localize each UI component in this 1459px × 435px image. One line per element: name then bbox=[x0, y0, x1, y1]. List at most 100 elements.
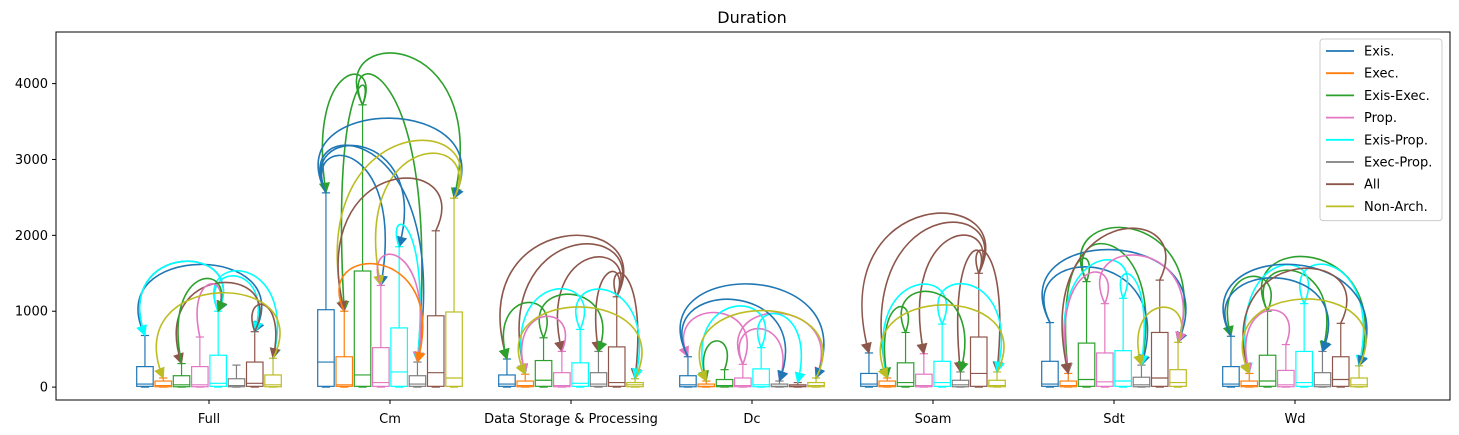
legend-label: Exis-Prop. bbox=[1364, 133, 1428, 148]
legend-label: Exis-Exec. bbox=[1364, 89, 1430, 104]
box-body bbox=[1150, 331, 1169, 387]
transition-arc bbox=[1043, 266, 1150, 367]
transition-arc bbox=[574, 288, 643, 380]
box-body bbox=[191, 366, 209, 388]
box-body bbox=[1258, 354, 1277, 387]
box-exis-prop- bbox=[933, 323, 952, 388]
box-body bbox=[1350, 377, 1368, 388]
transition-arc bbox=[1119, 272, 1149, 367]
legend-label: Prop. bbox=[1364, 111, 1397, 126]
box-all bbox=[1150, 279, 1169, 388]
box-body bbox=[317, 309, 335, 387]
transition-arc bbox=[613, 272, 642, 380]
x-tick-label: Full bbox=[198, 412, 220, 427]
box-body bbox=[715, 378, 734, 388]
legend-label: Exis. bbox=[1364, 45, 1394, 60]
transition-arc bbox=[738, 327, 788, 383]
box-non-arch- bbox=[807, 377, 825, 388]
legend-label: Exec-Prop. bbox=[1364, 156, 1432, 171]
box-prop- bbox=[1095, 303, 1114, 388]
legend: Exis. Exec. Exis-Exec. Prop. Exis-Prop. Exec-… bbox=[1319, 38, 1443, 222]
transition-arc bbox=[1262, 269, 1331, 353]
box-body bbox=[172, 375, 191, 388]
chart-title: Duration bbox=[717, 8, 787, 27]
transition-arc bbox=[953, 249, 983, 374]
box-body bbox=[679, 375, 697, 388]
box-exec-prop- bbox=[408, 361, 427, 388]
box-body bbox=[1095, 352, 1114, 387]
transition-arc bbox=[681, 298, 789, 383]
legend-label: Exec. bbox=[1364, 67, 1399, 82]
box-exec- bbox=[335, 310, 354, 388]
box-body bbox=[969, 336, 988, 387]
box-prop- bbox=[552, 350, 571, 388]
box-body bbox=[589, 372, 608, 387]
y-tick-label: 3000 bbox=[15, 153, 48, 168]
transition-arc bbox=[376, 253, 425, 364]
transition-arc bbox=[212, 269, 281, 360]
transition-arc bbox=[756, 312, 806, 384]
x-tick-label: Wd bbox=[1284, 412, 1305, 427]
transition-arc bbox=[154, 291, 281, 380]
box-body bbox=[878, 380, 897, 388]
box-body bbox=[426, 315, 445, 387]
transition-arc bbox=[196, 283, 227, 338]
x-tick-label: Cm bbox=[379, 412, 401, 427]
transition-arc bbox=[136, 260, 225, 337]
box-body bbox=[335, 356, 354, 387]
transition-arc bbox=[320, 154, 389, 287]
transition-arc bbox=[1222, 263, 1369, 367]
box-body bbox=[1222, 366, 1240, 387]
box-body bbox=[1077, 342, 1096, 387]
box-body bbox=[860, 372, 878, 387]
transition-arc bbox=[1133, 306, 1183, 367]
box-body bbox=[752, 368, 771, 388]
transition-arc bbox=[679, 283, 826, 380]
box-body bbox=[571, 362, 590, 387]
box-body bbox=[408, 375, 427, 387]
transition-arc bbox=[880, 305, 910, 380]
box-body bbox=[264, 374, 282, 388]
y-tick-label: 0 bbox=[40, 381, 48, 396]
box-body bbox=[516, 380, 535, 388]
box-body bbox=[227, 378, 246, 388]
transition-arc bbox=[678, 311, 748, 365]
box-body bbox=[1114, 350, 1133, 387]
transition-arc bbox=[319, 144, 425, 364]
box-body bbox=[1276, 369, 1295, 388]
box-exis-prop- bbox=[1295, 303, 1314, 388]
transition-arc bbox=[338, 84, 367, 313]
transition-arc bbox=[1222, 275, 1272, 338]
legend-label: All bbox=[1364, 178, 1380, 193]
transition-arc bbox=[319, 144, 408, 248]
transition-arc bbox=[1260, 255, 1368, 367]
axes-layer: 0 1000 2000 3000 4000 Full Cm Data Storage & Pr… bbox=[15, 31, 1451, 427]
transition-arc bbox=[137, 263, 265, 336]
box-body bbox=[933, 360, 952, 387]
transition-arc bbox=[498, 301, 548, 361]
transition-arc bbox=[498, 234, 625, 361]
box-body bbox=[607, 346, 626, 387]
box-all bbox=[607, 296, 626, 388]
legend-frame bbox=[1319, 38, 1443, 222]
box-exec-prop- bbox=[227, 364, 246, 388]
transition-arc bbox=[213, 275, 263, 333]
box-body bbox=[498, 374, 516, 387]
transition-arc bbox=[336, 177, 443, 313]
transition-arc bbox=[860, 212, 987, 355]
plot-frame bbox=[55, 31, 1451, 401]
transition-arc bbox=[515, 306, 643, 380]
box-body bbox=[807, 381, 825, 388]
transition-arc bbox=[251, 303, 281, 360]
box-body bbox=[988, 379, 1006, 388]
box-exis-exec- bbox=[353, 104, 372, 388]
transition-arc bbox=[1060, 227, 1167, 375]
x-tick-label: Sdt bbox=[1103, 412, 1125, 427]
transition-arc bbox=[879, 283, 948, 380]
transition-arc bbox=[1224, 277, 1332, 353]
y-tick-label: 4000 bbox=[15, 77, 48, 92]
transition-arc bbox=[877, 304, 1005, 380]
box-non-arch- bbox=[264, 357, 282, 388]
